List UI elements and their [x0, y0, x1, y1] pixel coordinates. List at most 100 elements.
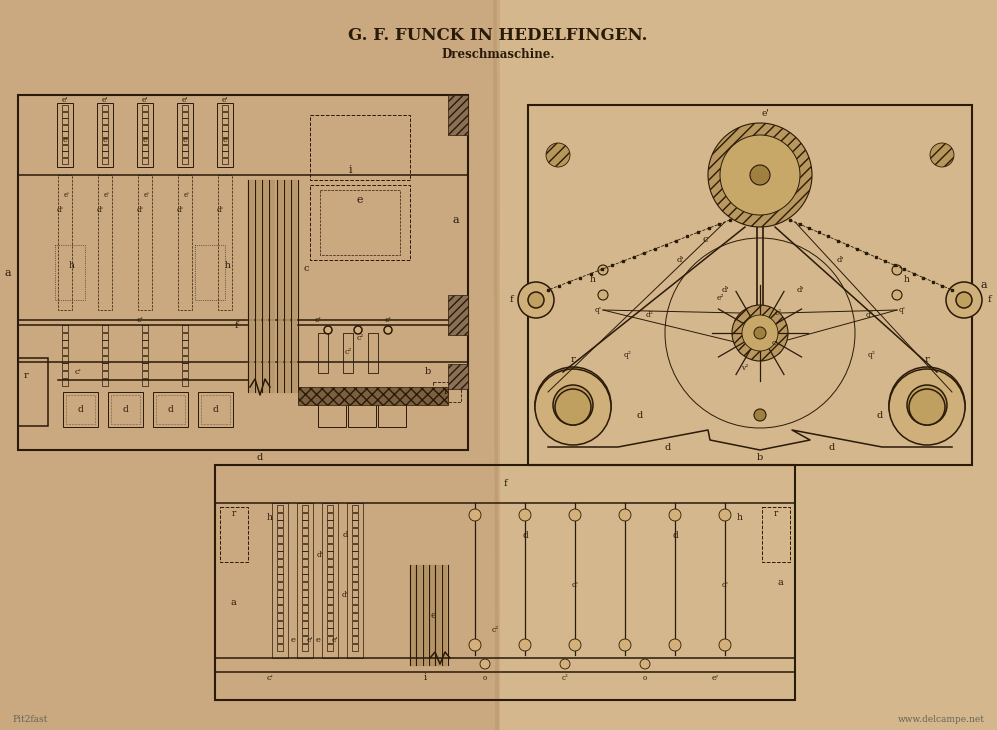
Bar: [448, 95, 468, 135]
Bar: [277, 528, 283, 535]
Bar: [327, 544, 333, 550]
Bar: [102, 151, 108, 157]
Circle shape: [619, 639, 631, 651]
Bar: [302, 590, 308, 596]
Bar: [102, 112, 108, 118]
Text: e: e: [316, 636, 320, 644]
Bar: [102, 158, 108, 164]
Text: e: e: [222, 136, 227, 144]
Bar: [327, 566, 333, 574]
Bar: [142, 325, 148, 332]
Text: a: a: [981, 280, 987, 290]
Bar: [762, 507, 790, 562]
Bar: [102, 145, 108, 150]
Text: d: d: [257, 453, 263, 463]
Bar: [302, 582, 308, 589]
Bar: [352, 559, 358, 566]
Text: e': e': [184, 191, 190, 199]
Bar: [177, 103, 193, 167]
Bar: [302, 575, 308, 581]
Bar: [63, 392, 98, 427]
Bar: [302, 520, 308, 527]
Circle shape: [519, 509, 531, 521]
Text: e': e': [104, 191, 110, 199]
Text: d: d: [877, 410, 883, 420]
Text: d': d': [137, 206, 144, 214]
Text: f: f: [509, 296, 512, 304]
Bar: [352, 620, 358, 628]
Text: G. F. FUNCK IN HEDELFINGEN.: G. F. FUNCK IN HEDELFINGEN.: [348, 26, 648, 44]
Circle shape: [907, 385, 947, 425]
Bar: [352, 566, 358, 574]
Bar: [182, 138, 188, 144]
Bar: [62, 356, 68, 363]
Circle shape: [669, 509, 681, 521]
Bar: [277, 520, 283, 527]
Bar: [378, 392, 406, 427]
Bar: [302, 512, 308, 520]
Text: c': c': [314, 316, 321, 324]
Text: e': e': [142, 96, 149, 104]
Bar: [222, 151, 228, 157]
Text: o: o: [643, 674, 647, 682]
Bar: [352, 605, 358, 612]
Bar: [182, 151, 188, 157]
Bar: [433, 382, 461, 402]
Circle shape: [324, 326, 332, 334]
Text: d': d': [676, 256, 684, 264]
Bar: [97, 103, 113, 167]
Bar: [182, 325, 188, 332]
Circle shape: [754, 409, 766, 421]
Bar: [277, 551, 283, 558]
Bar: [528, 105, 972, 465]
Bar: [62, 151, 68, 157]
Circle shape: [909, 389, 945, 425]
Bar: [277, 590, 283, 596]
Bar: [62, 131, 68, 137]
Bar: [102, 371, 108, 378]
Text: q²: q²: [868, 351, 876, 359]
Bar: [352, 582, 358, 589]
Bar: [62, 145, 68, 150]
Text: d: d: [665, 442, 671, 451]
Circle shape: [560, 659, 570, 669]
Bar: [302, 629, 308, 635]
Text: f: f: [503, 478, 506, 488]
Circle shape: [569, 639, 581, 651]
Circle shape: [889, 369, 965, 445]
Bar: [352, 528, 358, 535]
Bar: [277, 505, 283, 512]
Bar: [327, 597, 333, 604]
Bar: [0, 0, 500, 730]
Bar: [327, 575, 333, 581]
Bar: [142, 340, 148, 347]
Bar: [222, 158, 228, 164]
Bar: [302, 612, 308, 620]
Text: e': e': [102, 96, 109, 104]
Bar: [58, 175, 72, 310]
Circle shape: [519, 639, 531, 651]
Text: d: d: [342, 531, 348, 539]
Bar: [102, 131, 108, 137]
Bar: [182, 364, 188, 371]
Bar: [220, 507, 248, 562]
Text: d': d': [57, 206, 64, 214]
Bar: [142, 105, 148, 111]
Circle shape: [742, 315, 778, 351]
Bar: [62, 105, 68, 111]
Bar: [142, 118, 148, 124]
Bar: [182, 125, 188, 131]
Text: d': d': [836, 256, 843, 264]
Bar: [327, 559, 333, 566]
Text: e': e': [712, 674, 719, 682]
Bar: [215, 465, 795, 700]
Bar: [182, 340, 188, 347]
Text: h: h: [590, 275, 596, 285]
Bar: [352, 575, 358, 581]
Text: h: h: [904, 275, 910, 285]
Circle shape: [708, 123, 812, 227]
Text: d: d: [829, 442, 835, 451]
Bar: [320, 190, 400, 255]
Text: v²: v²: [742, 364, 749, 372]
Bar: [327, 629, 333, 635]
